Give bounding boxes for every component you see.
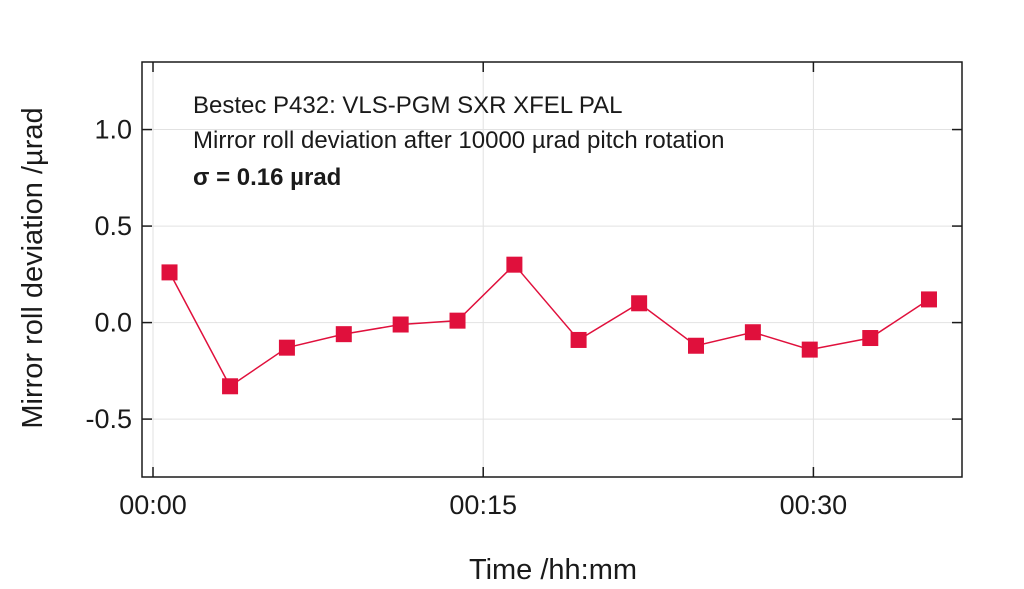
x-tick-label: 00:00 [119, 490, 187, 520]
data-point-marker [506, 256, 523, 273]
y-tick-label: 0.5 [94, 211, 132, 241]
data-point-marker [335, 326, 352, 343]
data-point-marker [161, 264, 178, 281]
series-layer [161, 256, 937, 395]
data-point-marker [862, 330, 879, 347]
annotation-sigma: σ = 0.16 µrad [193, 164, 341, 191]
annotation-title: Bestec P432: VLS-PGM SXR XFEL PAL [193, 92, 623, 119]
data-point-marker [222, 378, 239, 395]
plot-area-frame [141, 61, 963, 478]
y-tick-label: 1.0 [94, 115, 132, 145]
annotation-subtitle: Mirror roll deviation after 10000 µrad p… [193, 127, 724, 154]
data-point-marker [744, 324, 761, 341]
y-axis-title: Mirror roll deviation /µrad [17, 107, 49, 428]
x-tick-label: 00:30 [780, 490, 848, 520]
series-line [168, 263, 930, 388]
data-point-marker [449, 312, 466, 329]
data-point-marker [688, 337, 705, 354]
x-axis-title: Time /hh:mm [469, 554, 637, 586]
y-tick-label: -0.5 [85, 404, 132, 434]
data-point-marker [920, 291, 937, 308]
grid-lines [142, 62, 962, 477]
data-point-marker [801, 341, 818, 358]
data-point-marker [570, 331, 587, 348]
y-tick-labels: 1.0 0.5 0.0 -0.5 [85, 115, 132, 435]
y-tick-label: 0.0 [94, 308, 132, 338]
data-point-marker [631, 295, 648, 312]
x-tick-labels: 00:00 00:15 00:30 [119, 490, 847, 520]
axis-ticks [142, 62, 962, 477]
data-point-marker [278, 339, 295, 356]
x-tick-label: 00:15 [449, 490, 517, 520]
data-point-marker [392, 316, 409, 333]
